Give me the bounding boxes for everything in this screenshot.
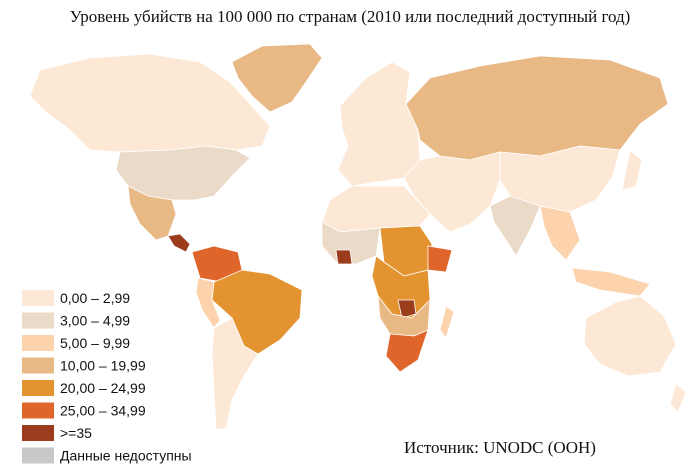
region bbox=[539, 205, 581, 261]
legend: 0,00 – 2,99 3,00 – 4,99 5,00 – 9,99 10,00 –… bbox=[22, 290, 192, 464]
legend-label: 5,00 – 9,99 bbox=[60, 335, 130, 351]
region bbox=[571, 267, 651, 297]
legend-label: 10,00 – 19,99 bbox=[60, 358, 146, 374]
legend-label: 20,00 – 24,99 bbox=[60, 380, 146, 396]
region bbox=[583, 295, 677, 377]
region bbox=[405, 55, 669, 161]
legend-label: Данные недоступны bbox=[60, 448, 192, 464]
region bbox=[621, 149, 643, 191]
legend-swatch bbox=[22, 402, 54, 419]
region bbox=[489, 195, 541, 257]
legend-swatch bbox=[22, 425, 54, 441]
legend-label: 0,00 – 2,99 bbox=[60, 290, 130, 306]
region bbox=[499, 145, 621, 213]
region bbox=[211, 317, 259, 431]
region bbox=[29, 53, 271, 153]
legend-swatch bbox=[22, 380, 54, 396]
title: Уровень убийств на 100 000 по странам (2… bbox=[70, 7, 631, 26]
region bbox=[669, 383, 687, 413]
region bbox=[231, 43, 323, 113]
legend-swatch bbox=[22, 290, 54, 306]
region bbox=[195, 277, 221, 329]
legend-label: 25,00 – 34,99 bbox=[60, 403, 146, 419]
world-map bbox=[29, 43, 687, 431]
region bbox=[211, 269, 303, 355]
legend-label: 3,00 – 4,99 bbox=[60, 313, 130, 329]
legend-swatch bbox=[22, 357, 54, 374]
region bbox=[427, 245, 453, 273]
legend-swatch bbox=[22, 447, 54, 464]
legend-swatch bbox=[22, 312, 54, 329]
region bbox=[439, 305, 455, 339]
region bbox=[385, 329, 429, 373]
region bbox=[337, 61, 421, 187]
legend-label: >=35 bbox=[60, 425, 92, 441]
legend-swatch bbox=[22, 335, 54, 351]
region bbox=[335, 249, 353, 265]
source: Источник: UNODC (ООН) bbox=[404, 438, 596, 457]
region bbox=[167, 233, 191, 253]
